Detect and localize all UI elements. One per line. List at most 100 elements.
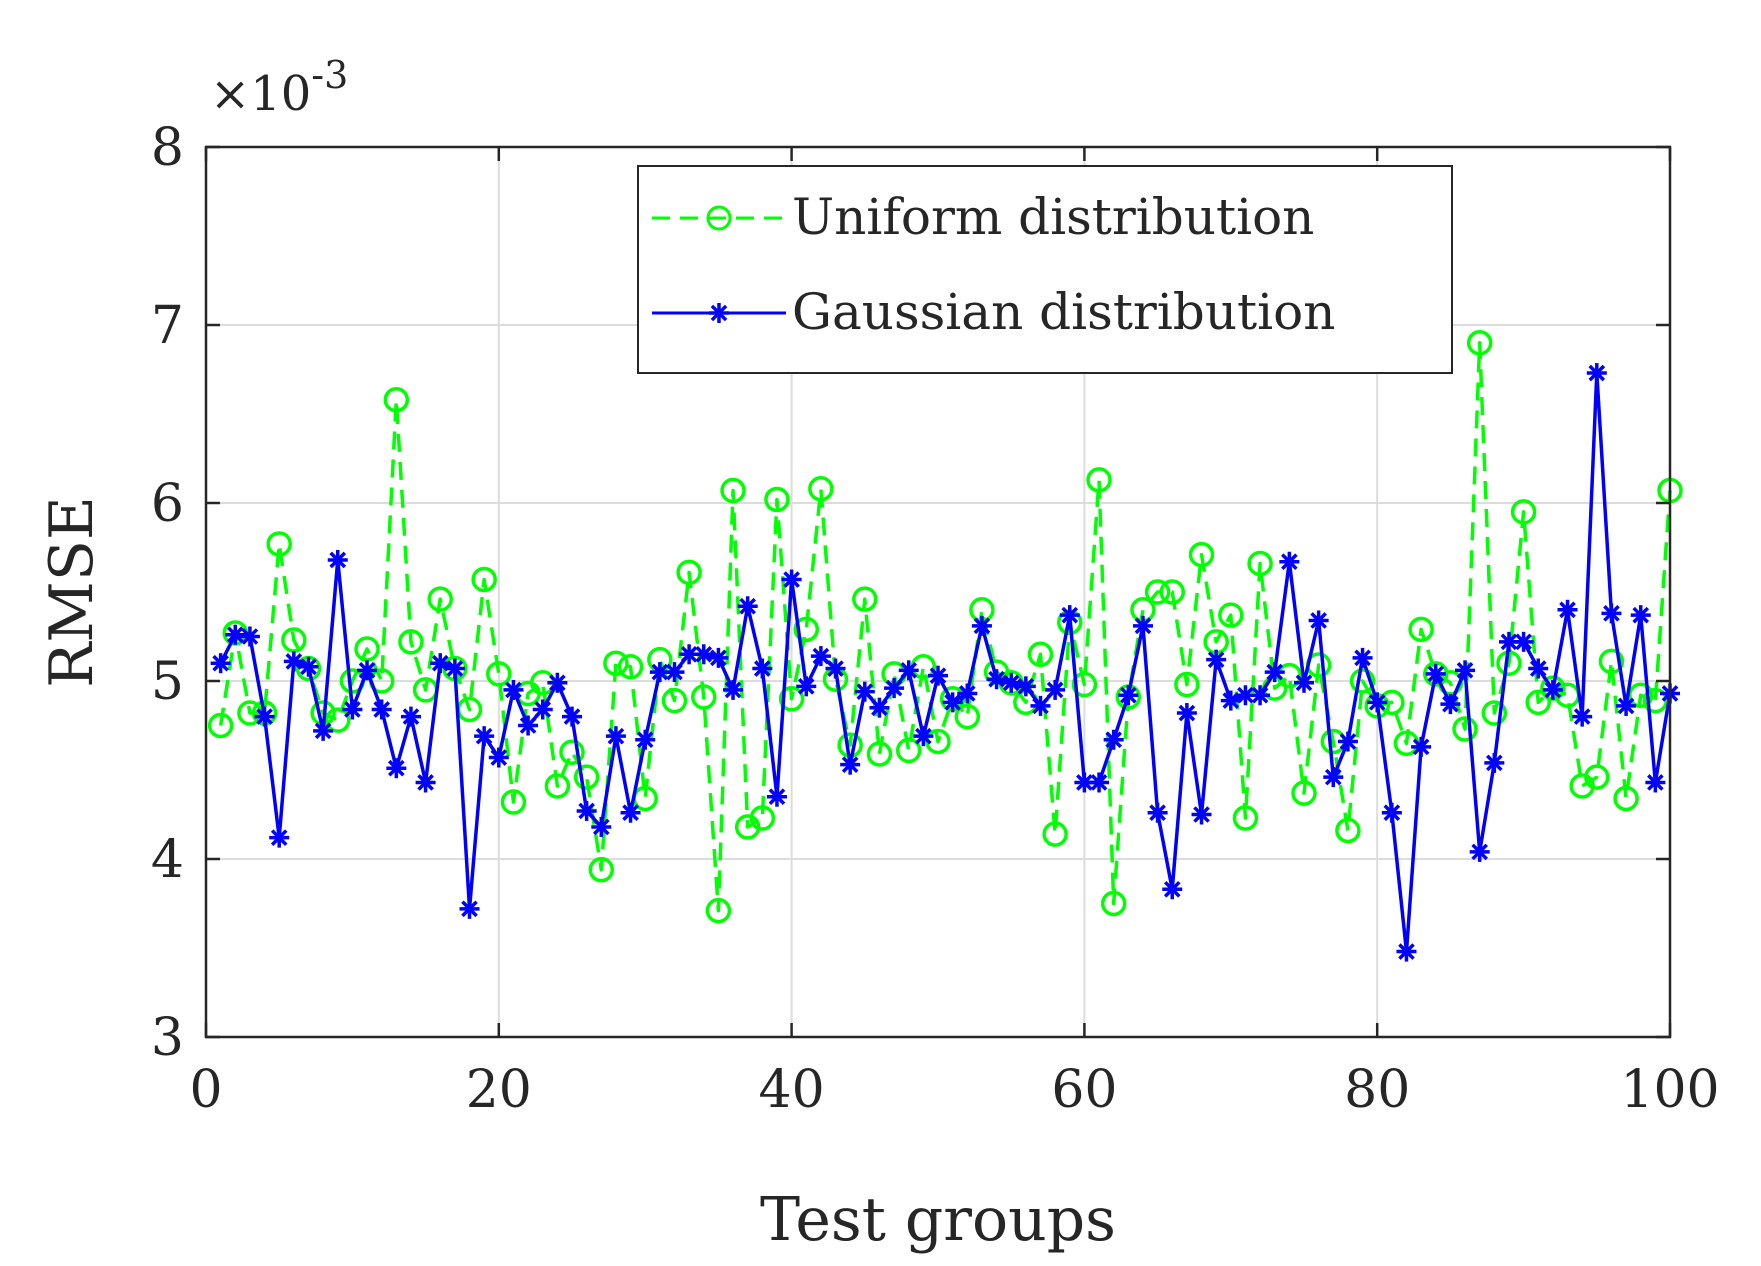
data-point-gaussian-distribution	[1279, 551, 1300, 572]
data-point-gaussian-distribution	[869, 697, 890, 718]
series-uniform-distribution	[207, 330, 1683, 924]
data-point-uniform-distribution	[1642, 687, 1669, 714]
data-point-uniform-distribution	[705, 897, 732, 924]
data-point-gaussian-distribution	[503, 679, 524, 700]
data-point-uniform-distribution	[1159, 579, 1185, 605]
series-gaussian-distribution	[210, 363, 1680, 962]
data-point-uniform-distribution	[1042, 821, 1068, 847]
series-line-gaussian-distribution	[219, 371, 1672, 954]
data-point-gaussian-distribution	[1557, 599, 1578, 620]
data-point-gaussian-distribution	[664, 662, 685, 683]
data-point-gaussian-distribution	[1308, 610, 1329, 631]
data-point-uniform-distribution	[1349, 668, 1376, 694]
data-point-uniform-distribution	[1174, 671, 1200, 698]
y-exponent-base: ×10	[210, 66, 311, 122]
data-point-gaussian-distribution	[1250, 685, 1271, 706]
data-point-uniform-distribution	[603, 650, 629, 676]
data-point-uniform-distribution	[486, 661, 512, 687]
data-point-uniform-distribution	[383, 387, 410, 413]
legend-box	[637, 165, 1453, 374]
data-point-uniform-distribution	[691, 684, 717, 710]
data-point-gaussian-distribution	[1059, 605, 1080, 626]
data-point-uniform-distribution	[1335, 817, 1361, 844]
data-point-uniform-distribution	[1481, 700, 1508, 726]
data-point-uniform-distribution	[354, 636, 380, 662]
data-point-uniform-distribution	[559, 739, 585, 765]
data-point-uniform-distribution	[427, 586, 453, 612]
data-point-gaussian-distribution	[1484, 752, 1505, 773]
legend: Uniform distribution Gaussian distributi…	[637, 165, 1453, 374]
data-point-uniform-distribution	[207, 712, 234, 739]
data-point-gaussian-distribution	[459, 898, 480, 919]
data-point-uniform-distribution	[1086, 467, 1112, 493]
data-point-uniform-distribution	[1466, 330, 1493, 356]
data-point-gaussian-distribution	[1352, 647, 1373, 668]
data-point-gaussian-distribution	[1323, 767, 1344, 788]
data-point-gaussian-distribution	[518, 715, 539, 736]
data-point-gaussian-distribution	[1045, 679, 1066, 700]
data-point-gaussian-distribution	[1411, 736, 1432, 757]
data-point-gaussian-distribution	[371, 699, 392, 720]
y-tick-label: 4	[151, 830, 184, 890]
data-point-gaussian-distribution	[1089, 772, 1110, 793]
data-point-uniform-distribution	[852, 586, 878, 612]
data-point-gaussian-distribution	[1630, 605, 1651, 626]
data-point-uniform-distribution	[1100, 890, 1127, 917]
data-point-uniform-distribution	[1584, 764, 1610, 790]
x-tick-label: 20	[466, 1060, 532, 1120]
data-point-gaussian-distribution	[1572, 706, 1593, 727]
data-point-gaussian-distribution	[723, 679, 744, 700]
data-point-gaussian-distribution	[1294, 672, 1314, 693]
y-tick-label: 5	[151, 652, 184, 712]
data-point-gaussian-distribution	[342, 699, 363, 720]
data-point-gaussian-distribution	[928, 665, 948, 686]
data-point-gaussian-distribution	[1132, 615, 1153, 636]
data-point-gaussian-distribution	[1513, 631, 1534, 652]
data-point-uniform-distribution	[1598, 648, 1625, 675]
data-point-gaussian-distribution	[1030, 695, 1051, 716]
data-point-gaussian-distribution	[313, 720, 334, 741]
data-point-uniform-distribution	[1144, 579, 1171, 605]
data-point-uniform-distribution	[1627, 682, 1654, 708]
data-point-gaussian-distribution	[620, 802, 641, 823]
data-point-gaussian-distribution	[386, 758, 407, 779]
data-point-gaussian-distribution	[796, 676, 817, 697]
y-axis-label: RMSE	[37, 496, 107, 688]
data-point-gaussian-distribution	[298, 656, 319, 677]
data-point-uniform-distribution	[749, 805, 776, 831]
data-point-gaussian-distribution	[1103, 729, 1124, 750]
data-point-uniform-distribution	[1232, 805, 1259, 831]
data-point-gaussian-distribution	[635, 729, 656, 750]
y-tick-label: 7	[151, 296, 184, 356]
data-point-gaussian-distribution	[488, 747, 509, 768]
data-point-gaussian-distribution	[1396, 941, 1417, 962]
data-point-gaussian-distribution	[781, 569, 802, 590]
data-point-uniform-distribution	[500, 789, 527, 815]
data-point-gaussian-distribution	[810, 646, 831, 667]
data-point-gaussian-distribution	[474, 726, 495, 747]
data-point-gaussian-distribution	[986, 669, 1007, 690]
data-point-gaussian-distribution	[254, 706, 275, 727]
data-point-uniform-distribution	[778, 686, 805, 712]
data-point-gaussian-distribution	[693, 644, 714, 665]
legend-gaussian-marker	[709, 303, 729, 323]
data-point-gaussian-distribution	[708, 647, 729, 668]
data-point-gaussian-distribution	[327, 549, 348, 570]
data-point-gaussian-distribution	[1528, 658, 1549, 679]
data-point-uniform-distribution	[808, 476, 834, 502]
axis-ticks: 0 20 40 60 80 100 3 4 5 6 7 8	[151, 118, 1720, 1120]
data-point-gaussian-distribution	[1381, 802, 1402, 823]
data-point-gaussian-distribution	[884, 678, 905, 699]
data-point-gaussian-distribution	[1074, 772, 1095, 793]
data-point-gaussian-distribution	[1601, 603, 1622, 624]
data-point-gaussian-distribution	[840, 754, 861, 775]
data-point-gaussian-distribution	[1162, 879, 1183, 900]
data-point-uniform-distribution	[398, 629, 424, 655]
data-point-gaussian-distribution	[357, 660, 378, 681]
data-point-uniform-distribution	[266, 531, 292, 557]
series-layer	[207, 330, 1683, 962]
data-point-uniform-distribution	[676, 559, 702, 586]
data-point-uniform-distribution	[720, 477, 746, 504]
data-point-gaussian-distribution	[239, 626, 260, 647]
